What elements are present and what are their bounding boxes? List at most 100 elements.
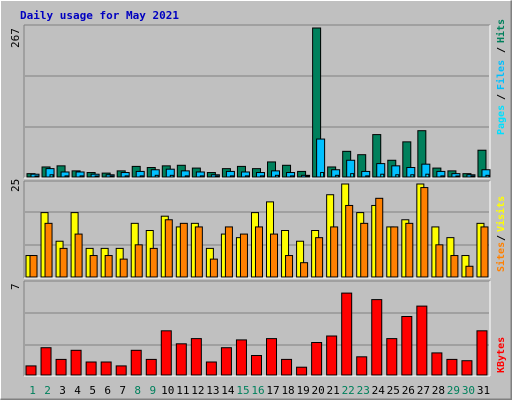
visits-bar	[285, 255, 294, 278]
x-tick-label: 13	[206, 384, 219, 397]
visits-bar	[89, 255, 98, 278]
x-tick-label: 17	[266, 384, 279, 397]
visits-bar	[59, 247, 68, 278]
x-tick-label: 31	[477, 384, 490, 397]
legend-pages: Pages	[496, 105, 507, 135]
pages-bar	[49, 174, 54, 178]
visits-bar	[435, 244, 444, 278]
x-tick-label: 21	[327, 384, 340, 397]
hits-ymax-label: 267	[9, 28, 22, 48]
kbytes-bar	[85, 361, 97, 376]
kbytes-bar	[296, 366, 308, 376]
visits-bar	[29, 255, 38, 278]
x-tick-label: 20	[312, 384, 325, 397]
kbytes-bar	[160, 330, 172, 376]
visits-bar	[360, 222, 369, 278]
kbytes-bar	[386, 338, 398, 376]
visits-bar	[480, 226, 489, 278]
chart-title: Daily usage for May 2021	[20, 9, 179, 22]
x-tick-label: 9	[149, 384, 156, 397]
visits-ymax-label: 25	[9, 179, 22, 192]
visits-bar	[74, 233, 83, 278]
x-tick-label: 12	[191, 384, 204, 397]
x-tick-label: 30	[462, 384, 475, 397]
pages-bar	[94, 175, 99, 178]
legend-middle: Sites / Visits	[495, 196, 507, 272]
kbytes-bar	[476, 330, 488, 376]
kbytes-bar	[326, 335, 338, 376]
pages-bar	[259, 175, 264, 178]
x-tick-label: 16	[251, 384, 264, 397]
pages-bar	[34, 175, 39, 178]
pages-bar	[154, 174, 159, 178]
visits-bar	[164, 219, 173, 278]
pages-bar	[335, 174, 340, 178]
x-tick-label: 15	[236, 384, 249, 397]
pages-bar	[139, 175, 144, 178]
kbytes-bar	[205, 361, 217, 376]
visits-bar	[420, 187, 429, 278]
kbytes-bar	[281, 358, 293, 376]
legend-hits: Hits	[495, 19, 507, 43]
x-tick-label: 6	[104, 384, 111, 397]
chart-bars	[25, 27, 491, 376]
legend-sites: Sites	[495, 242, 507, 272]
pages-bar	[244, 175, 249, 178]
pages-bar	[124, 175, 129, 178]
x-tick-label: 24	[372, 384, 386, 397]
pages-bar	[64, 175, 69, 178]
kbytes-bar	[250, 355, 262, 376]
legend-top: Pages / Files / Hits	[495, 19, 507, 135]
visits-bar	[149, 247, 158, 278]
pages-bar	[410, 174, 415, 178]
visits-bar	[194, 226, 203, 278]
kbytes-bar	[130, 349, 142, 376]
visits-bar	[134, 244, 143, 278]
x-axis-labels: 1 2 3 4 5 6 7 8 9 10 11 12 13 14 15 16 17 18 19 20 21 22 23 24 2…	[29, 384, 490, 397]
pages-bar	[425, 173, 430, 178]
kbytes-bar	[145, 358, 157, 376]
visits-bar	[254, 226, 263, 278]
visits-bar	[104, 255, 113, 278]
pages-bar	[365, 175, 370, 178]
legend-files: Files	[495, 60, 507, 90]
x-tick-label: 1	[29, 384, 36, 397]
visits-bar	[44, 222, 53, 278]
pages-bar	[380, 173, 385, 178]
pages-bar	[290, 175, 295, 178]
kbytes-bar	[356, 356, 368, 376]
x-tick-label: 25	[387, 384, 400, 397]
x-tick-label: 10	[161, 384, 174, 397]
pages-bar	[109, 175, 114, 178]
x-tick-label: 19	[296, 384, 309, 397]
pages-bar	[395, 174, 400, 178]
pages-bar	[485, 174, 490, 178]
visits-bar	[224, 226, 233, 278]
kbytes-bar	[100, 361, 112, 376]
kbytes-bar	[461, 360, 473, 376]
x-tick-label: 7	[119, 384, 126, 397]
kbytes-bar	[266, 338, 278, 376]
visits-bar	[209, 258, 218, 278]
kbytes-bar	[70, 349, 82, 376]
pages-bar	[214, 175, 219, 178]
kbytes-bar	[371, 299, 383, 376]
kbytes-bar	[25, 365, 37, 376]
x-tick-label: 29	[447, 384, 460, 397]
pages-bar	[350, 173, 355, 178]
pages-bar	[169, 174, 174, 178]
visits-bar	[239, 233, 248, 278]
visits-bar	[119, 258, 128, 278]
visits-bar	[405, 222, 414, 278]
x-tick-label: 26	[402, 384, 415, 397]
legend-bottom: KBytes	[496, 337, 507, 373]
kbytes-bar	[55, 358, 67, 376]
pages-bar	[199, 175, 204, 178]
x-tick-label: 14	[221, 384, 235, 397]
x-tick-label: 4	[74, 384, 81, 397]
kbytes-bar	[235, 339, 247, 376]
x-tick-label: 11	[176, 384, 189, 397]
visits-bar	[330, 226, 339, 278]
